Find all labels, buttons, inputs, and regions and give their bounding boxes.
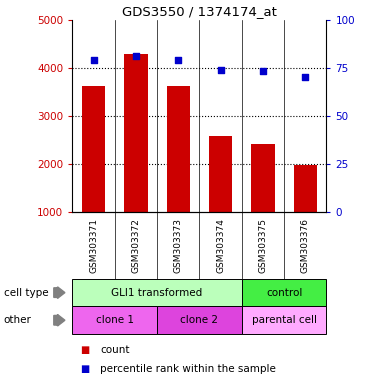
Bar [124, 54, 148, 212]
Text: GSM303372: GSM303372 [131, 218, 140, 273]
Point [133, 53, 139, 59]
Text: GSM303376: GSM303376 [301, 218, 310, 273]
Text: GSM303373: GSM303373 [174, 218, 183, 273]
Text: clone 1: clone 1 [96, 315, 134, 325]
Point [302, 74, 308, 80]
Bar [157, 306, 242, 334]
Text: GSM303374: GSM303374 [216, 218, 225, 273]
Bar [251, 144, 275, 212]
Bar [82, 86, 105, 212]
Text: percentile rank within the sample: percentile rank within the sample [100, 364, 276, 374]
Text: parental cell: parental cell [252, 315, 316, 325]
Bar [209, 136, 232, 212]
Text: count: count [100, 345, 130, 355]
Text: cell type: cell type [4, 288, 48, 298]
Text: GSM303371: GSM303371 [89, 218, 98, 273]
Text: control: control [266, 288, 302, 298]
Text: clone 2: clone 2 [180, 315, 219, 325]
Bar [242, 306, 326, 334]
Bar [167, 86, 190, 212]
Bar [72, 279, 242, 306]
Point [175, 57, 181, 63]
Point [260, 68, 266, 74]
Title: GDS3550 / 1374174_at: GDS3550 / 1374174_at [122, 5, 277, 18]
Text: ■: ■ [80, 364, 89, 374]
Text: GSM303375: GSM303375 [259, 218, 267, 273]
Bar [294, 164, 317, 212]
Bar [242, 279, 326, 306]
Point [91, 57, 96, 63]
Bar [72, 306, 157, 334]
Text: GLI1 transformed: GLI1 transformed [111, 288, 203, 298]
Text: ■: ■ [80, 345, 89, 355]
Point [218, 66, 224, 73]
Text: other: other [4, 315, 32, 325]
